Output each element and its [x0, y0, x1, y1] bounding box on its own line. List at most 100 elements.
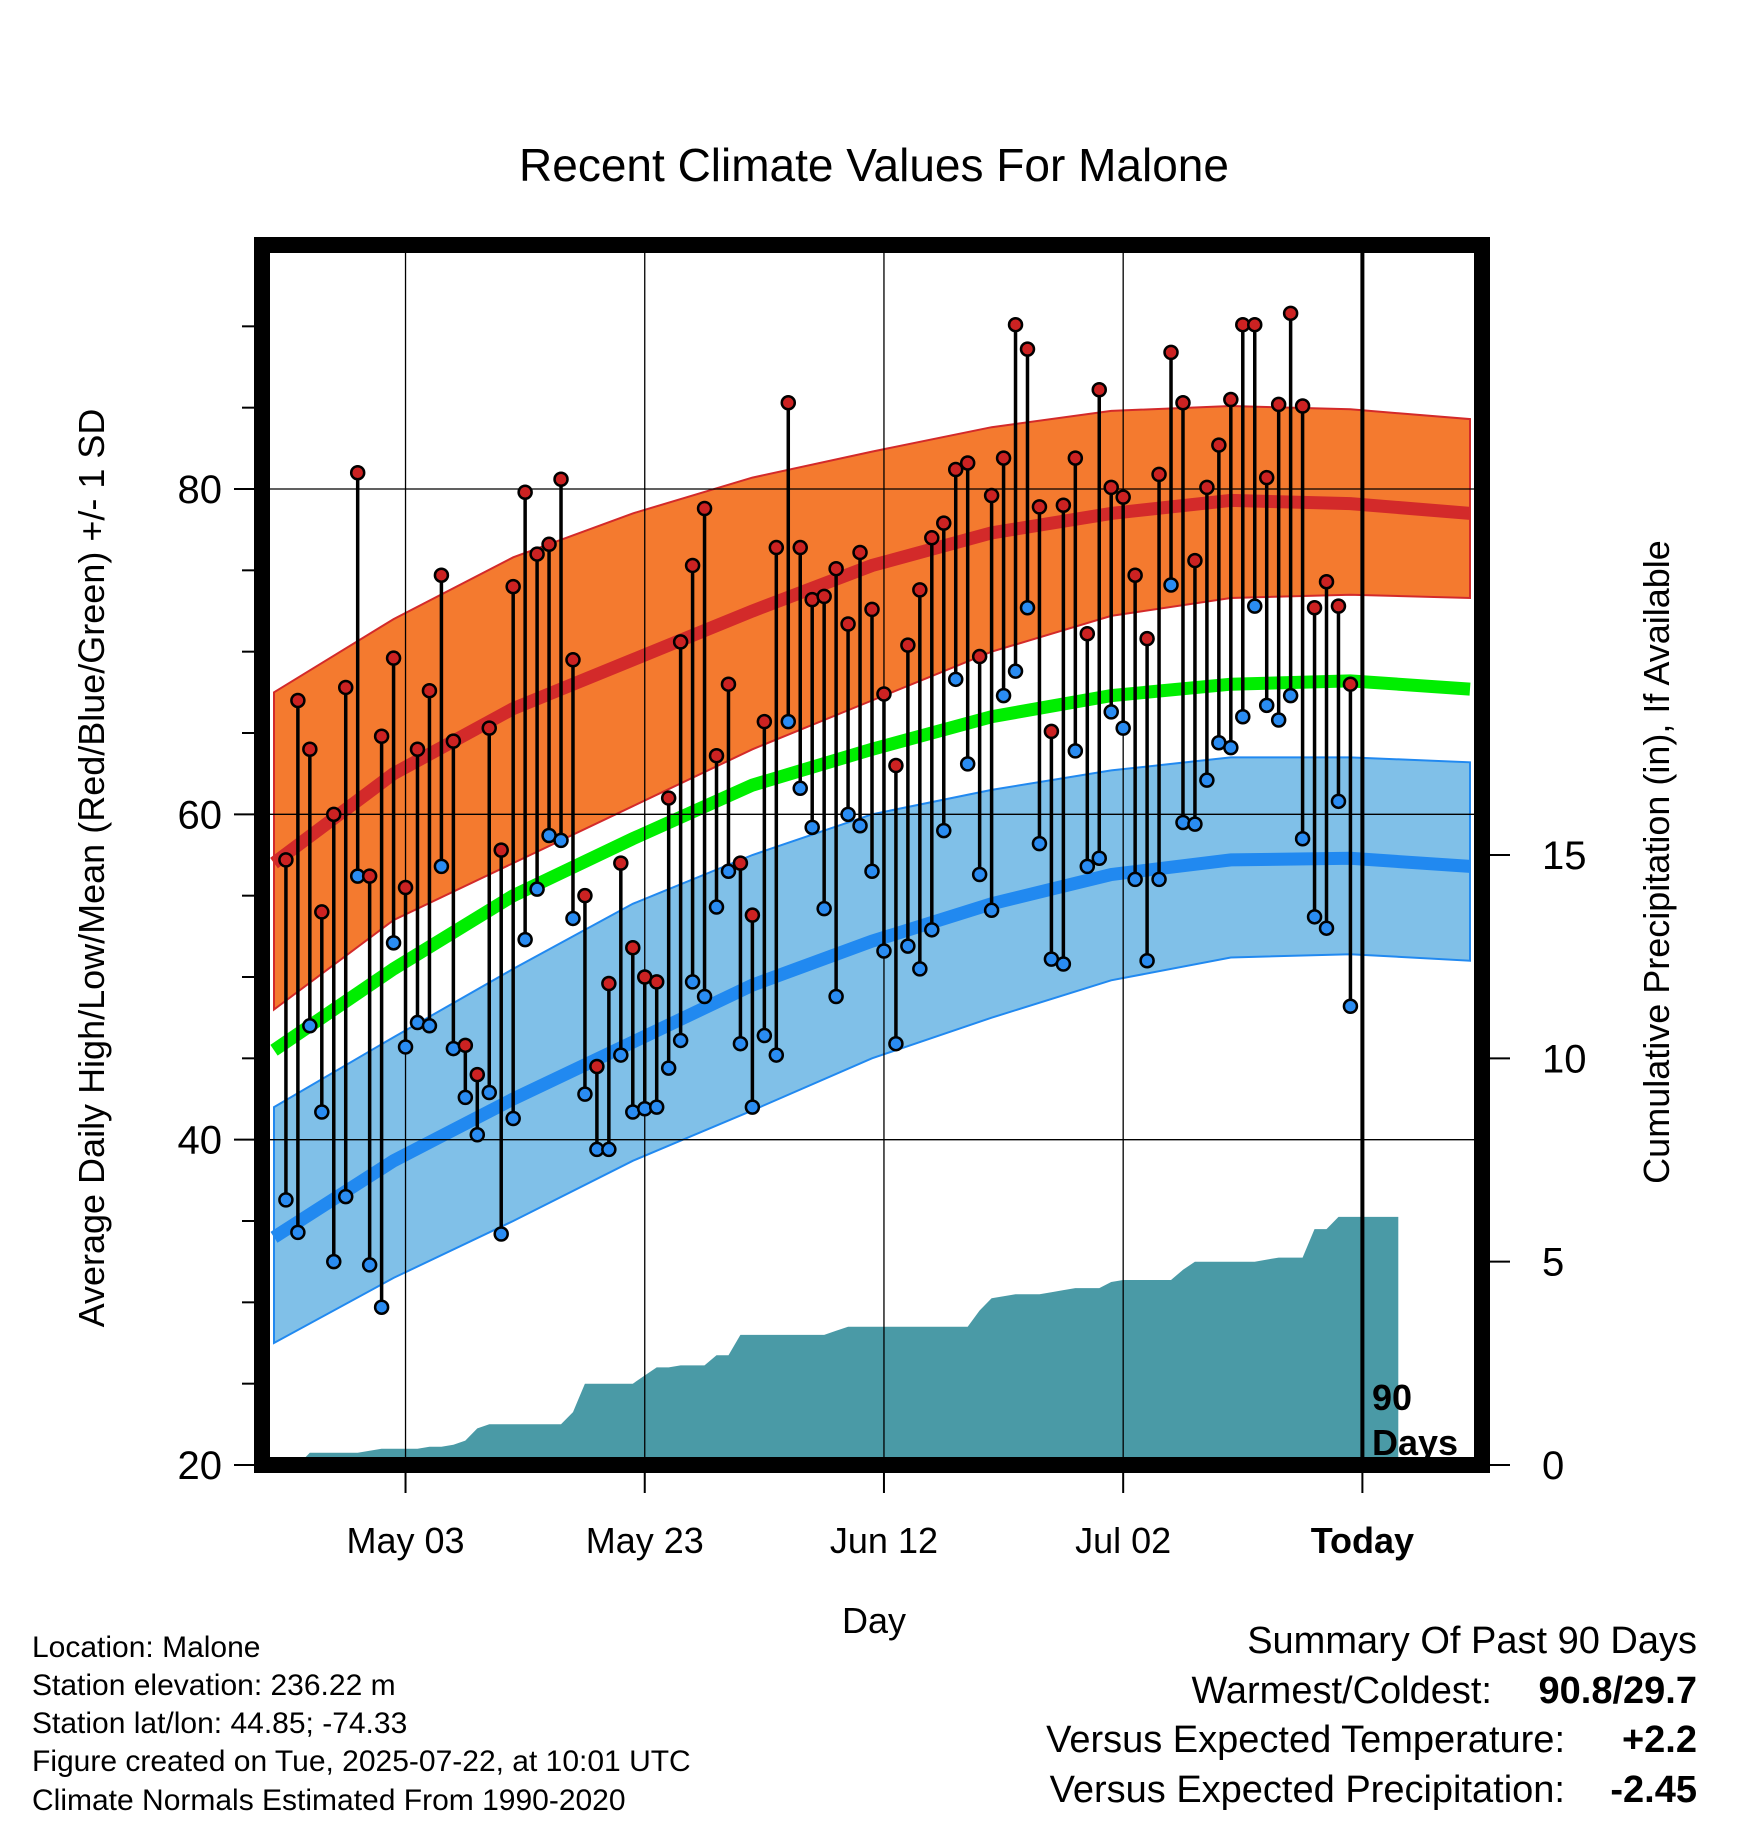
- summary-warm-cold-label: Warmest/Coldest:: [1191, 1670, 1492, 1712]
- high-temp-point: [792, 539, 808, 556]
- high-temp-point: [302, 741, 318, 758]
- info-elevation: Station elevation: 236.22 m: [32, 1669, 396, 1702]
- y-tick-label: 60: [178, 793, 223, 837]
- y-axis-label: Average Daily High/Low/Mean (Red/Blue/Gr…: [71, 409, 112, 1328]
- summary-precip-label: Versus Expected Precipitation:: [1050, 1769, 1565, 1811]
- low-temp-point: [1067, 743, 1084, 759]
- low-temp-point: [1330, 793, 1347, 810]
- high-temp-point: [409, 741, 426, 758]
- high-temp-point: [947, 461, 964, 478]
- axes-layer: 20 40 60 80 0 5 10 15 May 03 May 23 Jun 12 Jul 02 To…: [178, 325, 1587, 1561]
- low-temp-point: [529, 881, 545, 897]
- low-temp-point: [302, 1018, 318, 1034]
- high-temp-point: [1246, 316, 1263, 333]
- high-temp-point: [888, 757, 904, 774]
- high-temp-point: [1031, 499, 1048, 515]
- low-temp-point: [912, 961, 928, 977]
- low-temp-point: [696, 988, 713, 1005]
- low-temp-point: [732, 1035, 749, 1052]
- x-tick-label: May 23: [586, 1520, 704, 1561]
- cumulative-precip-area: [274, 1216, 1399, 1465]
- high-temp-point: [971, 648, 988, 665]
- high-temp-point: [672, 634, 689, 650]
- high-temp-point: [876, 686, 892, 702]
- low-temp-point: [959, 756, 976, 772]
- low-temp-point: [864, 863, 880, 880]
- low-temp-point: [756, 1027, 773, 1044]
- high-temp-point: [959, 455, 976, 471]
- high-temp-point: [553, 471, 569, 487]
- low-temp-point: [708, 899, 725, 915]
- high-temp-point: [589, 1058, 605, 1075]
- low-temp-point: [1306, 909, 1323, 925]
- high-temp-point: [816, 588, 832, 605]
- high-temp-point: [744, 907, 761, 923]
- low-temp-point: [278, 1192, 294, 1208]
- high-normal-line: [270, 493, 1471, 869]
- high-temp-point: [577, 887, 593, 904]
- high-temp-point: [1019, 341, 1036, 357]
- high-temp-point: [852, 544, 868, 561]
- high-temp-point: [1151, 466, 1167, 483]
- high-temp-point: [1223, 391, 1239, 408]
- y2-tick-label: 10: [1542, 1037, 1587, 1081]
- high-temp-point: [278, 852, 294, 868]
- y2-tick-label: 15: [1542, 834, 1587, 878]
- low-temp-point: [816, 900, 832, 917]
- low-temp-point: [900, 938, 916, 954]
- low-temp-point: [290, 1224, 306, 1241]
- high-temp-point: [493, 842, 509, 858]
- y-tick-label: 40: [178, 1119, 223, 1163]
- low-temp-point: [840, 806, 856, 823]
- plot-frame-layer: [254, 237, 1490, 1473]
- high-temp-point: [349, 464, 366, 481]
- low-temp-point: [553, 832, 569, 849]
- y2-axis-label: Cumulative Precipitation (in), If Availa…: [1636, 540, 1677, 1184]
- summary-temp-value: +2.2: [1622, 1719, 1697, 1761]
- high-temp-point: [912, 582, 928, 598]
- low-temp-point: [1007, 663, 1024, 679]
- info-created: Figure created on Tue, 2025-07-22, at 10…: [32, 1745, 691, 1778]
- x-tick-label: Jul 02: [1075, 1520, 1171, 1561]
- summary-temp-label: Versus Expected Temperature:: [1046, 1719, 1565, 1761]
- low-temp-point: [481, 1084, 498, 1101]
- high-temp-point: [660, 790, 677, 806]
- low-temp-point: [337, 1188, 354, 1205]
- low-normal-line: [270, 851, 1471, 1243]
- high-temp-point: [517, 484, 533, 501]
- low-temp-point: [876, 943, 892, 959]
- y-tick-label: 20: [178, 1444, 223, 1488]
- low-temp-point: [1103, 704, 1119, 720]
- low-temp-point: [469, 1127, 486, 1143]
- high-temp-point: [995, 450, 1012, 466]
- high-temp-point: [983, 487, 1000, 504]
- summary-heading: Summary Of Past 90 Days: [1247, 1620, 1697, 1662]
- low-temp-point: [780, 713, 797, 730]
- high-temp-point: [828, 560, 844, 577]
- high-temp-point: [936, 515, 952, 531]
- low-temp-point: [1246, 598, 1263, 614]
- low-temp-point: [457, 1089, 474, 1106]
- low-temp-point: [684, 974, 701, 990]
- low-temp-point: [1127, 871, 1143, 888]
- high-temp-point: [529, 546, 545, 562]
- high-temp-point: [565, 652, 581, 668]
- low-temp-point: [947, 671, 964, 688]
- high-temp-point: [1103, 479, 1119, 496]
- low-temp-point: [1258, 697, 1275, 714]
- y2-tick-label: 0: [1542, 1444, 1564, 1488]
- high-temp-point: [457, 1037, 474, 1054]
- high-temp-point: [433, 567, 450, 583]
- low-temp-point: [314, 1104, 330, 1120]
- low-temp-point: [385, 935, 402, 951]
- low-temp-point: [1151, 871, 1167, 888]
- high-temp-point: [1282, 305, 1299, 322]
- low-temp-point: [1091, 850, 1108, 867]
- summary-warm-cold-value: 90.8/29.7: [1539, 1670, 1697, 1712]
- low-temp-point: [744, 1099, 761, 1115]
- low-temp-point: [672, 1032, 689, 1049]
- low-temp-point: [601, 1141, 617, 1158]
- low-temp-point: [660, 1060, 677, 1076]
- low-temp-point: [1270, 712, 1287, 728]
